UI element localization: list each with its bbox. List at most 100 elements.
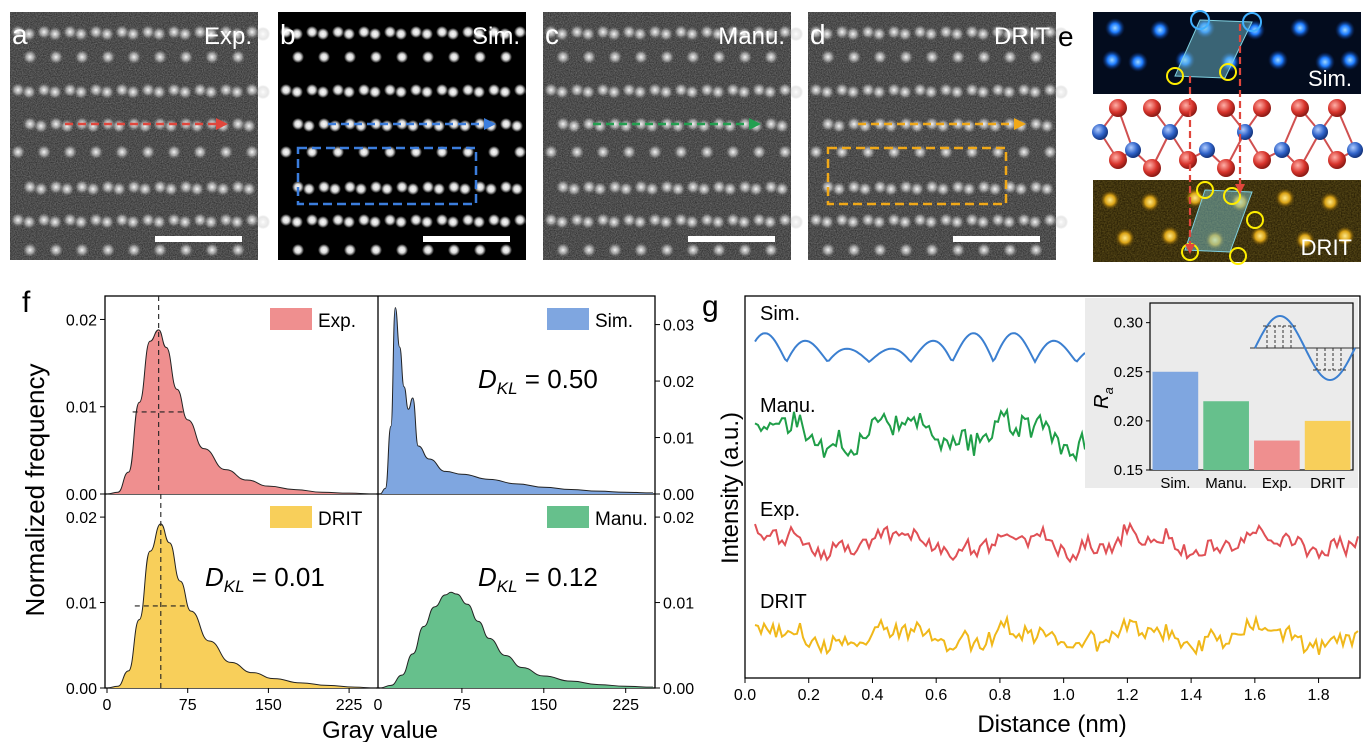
- atom-spot: [178, 85, 192, 99]
- atom-spot: [887, 83, 901, 97]
- atom-spot: [873, 50, 887, 64]
- atom-spot: [514, 26, 526, 38]
- atom-spot: [74, 215, 88, 229]
- atom-spot: [407, 120, 419, 132]
- atom-spot: [674, 213, 688, 227]
- atom-spot: [499, 86, 511, 98]
- atom-spot: [395, 28, 407, 40]
- atom-spot: [242, 119, 256, 133]
- atom-spot: [242, 182, 256, 196]
- legend-swatch: [547, 506, 589, 528]
- gold-atom: [1335, 226, 1355, 246]
- atom-spot: [216, 182, 230, 196]
- atom-spot: [1028, 215, 1042, 229]
- atom-spot: [63, 145, 77, 159]
- atom-spot: [410, 214, 422, 226]
- profile-arrowhead: [749, 118, 761, 130]
- atom-spot: [977, 243, 991, 257]
- atom-spot: [395, 86, 407, 98]
- atom-spot: [318, 244, 330, 256]
- atom-spot: [141, 145, 155, 159]
- atom-spot: [809, 83, 823, 97]
- atom-spot: [723, 119, 737, 133]
- panel-d-tag: DRIT: [994, 23, 1050, 50]
- atom-spot: [179, 50, 193, 64]
- panel-c: c Manu.: [543, 12, 803, 260]
- inset-bar-Exp.: [1254, 440, 1300, 470]
- panel-c-tag: Manu.: [718, 23, 785, 50]
- atom-spot: [1002, 215, 1016, 229]
- dkl-label: DKL = 0.50: [478, 364, 598, 398]
- atom-spot: [369, 86, 381, 98]
- atom-spot: [723, 182, 737, 196]
- y-tick-label: 0.01: [66, 596, 97, 613]
- y-tick-label: 0.02: [66, 510, 97, 527]
- atom-spot: [152, 85, 166, 99]
- atom-spot: [555, 27, 569, 41]
- atom-spot: [991, 83, 1005, 97]
- atom-spot: [1017, 83, 1031, 97]
- profile-arrowhead: [484, 118, 496, 130]
- atom-spot: [48, 27, 62, 41]
- atom-spot: [190, 182, 204, 196]
- atom-spot: [778, 213, 792, 227]
- atom-spot: [138, 182, 152, 196]
- atom-spot: [473, 86, 485, 98]
- atom-spot: [726, 213, 740, 227]
- atom-spot: [410, 26, 422, 38]
- atom-spot: [60, 182, 74, 196]
- panel-c-letter: c: [545, 19, 559, 50]
- atom-spot: [433, 120, 445, 132]
- atom-spot: [152, 215, 166, 229]
- atom-spot: [75, 243, 89, 257]
- atom-spot: [1028, 85, 1042, 99]
- profile-line-DRIT: [754, 614, 1359, 656]
- atom-spot: [789, 85, 803, 99]
- atom-spot: [395, 216, 407, 228]
- inset-y-label: Ra: [1091, 387, 1116, 409]
- atom-spot: [951, 243, 965, 257]
- atom-spot: [1040, 182, 1054, 196]
- atom-spot: [976, 27, 990, 41]
- atom-spot: [488, 214, 500, 226]
- atom-spot: [544, 145, 558, 159]
- gold-atom: [1205, 230, 1225, 250]
- atom-spot: [500, 181, 512, 193]
- profile-line-Exp.: [754, 521, 1359, 564]
- guide-arrowhead: [1235, 184, 1245, 194]
- atom-spot: [660, 180, 674, 194]
- atom-spot: [1040, 119, 1054, 133]
- atom-spot: [737, 85, 751, 99]
- atom-spot: [190, 119, 204, 133]
- atom-spot: [205, 243, 219, 257]
- unit-cell-top: [1174, 19, 1253, 79]
- atom-spot: [436, 214, 448, 226]
- atom-spot: [37, 145, 51, 159]
- atom-spot: [280, 214, 292, 226]
- atom-spot: [726, 83, 740, 97]
- series-label: Manu.: [760, 395, 816, 417]
- atom-spot: [23, 50, 37, 64]
- atom-spot: [1029, 50, 1043, 64]
- atom-spot: [219, 83, 233, 97]
- atom-spot: [607, 27, 621, 41]
- atom-spot: [126, 215, 140, 229]
- atom-spot: [63, 213, 77, 227]
- y-tick-label: 0.00: [663, 487, 694, 504]
- atom-spot: [433, 183, 445, 195]
- atom-spot: [317, 28, 329, 40]
- atom-spot: [152, 27, 166, 41]
- atom-spot: [205, 50, 219, 64]
- marker-circle: [1166, 67, 1184, 85]
- atom-spot: [936, 182, 950, 196]
- atom-spot: [712, 243, 726, 257]
- atom-spot: [230, 27, 244, 41]
- atom-spot: [593, 119, 607, 133]
- atom-spot: [86, 119, 100, 133]
- atom-spot: [645, 182, 659, 196]
- atom-spot: [370, 118, 382, 130]
- atom-spot: [763, 215, 777, 229]
- atom-spot: [167, 83, 181, 97]
- atom-spot: [115, 25, 129, 39]
- legend-swatch: [547, 308, 589, 330]
